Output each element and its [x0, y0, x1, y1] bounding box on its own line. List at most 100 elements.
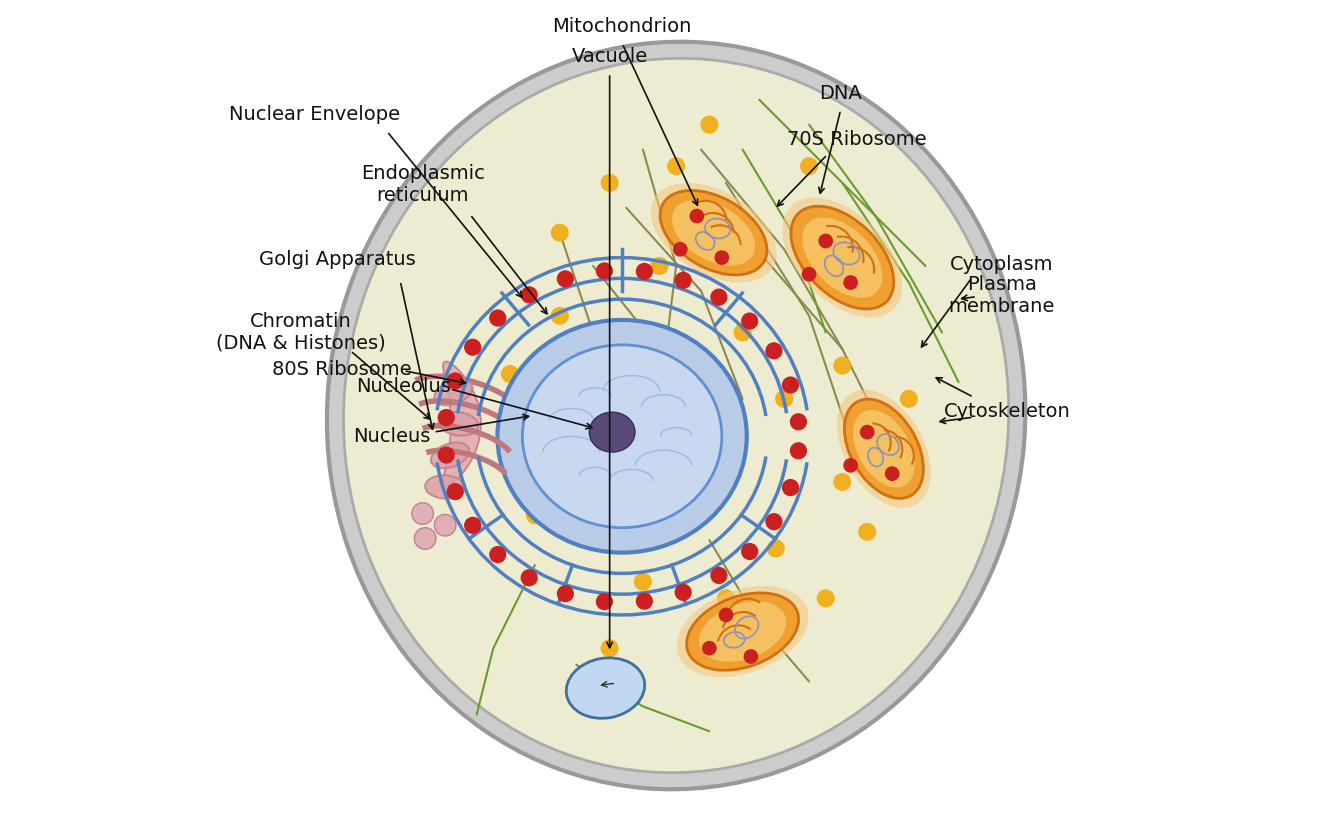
Circle shape — [859, 524, 876, 540]
Circle shape — [711, 568, 727, 583]
Circle shape — [744, 650, 757, 663]
Ellipse shape — [497, 320, 747, 553]
Ellipse shape — [802, 218, 882, 297]
Circle shape — [718, 590, 735, 607]
Ellipse shape — [671, 199, 756, 266]
Circle shape — [782, 377, 798, 393]
Text: Plasma
membrane: Plasma membrane — [948, 274, 1055, 316]
Circle shape — [885, 467, 898, 480]
Ellipse shape — [566, 658, 645, 718]
Circle shape — [790, 414, 806, 430]
Circle shape — [860, 425, 874, 439]
Circle shape — [596, 593, 612, 609]
Ellipse shape — [439, 412, 479, 435]
Circle shape — [447, 484, 463, 499]
Ellipse shape — [434, 379, 472, 406]
Circle shape — [464, 518, 480, 534]
Circle shape — [438, 410, 454, 425]
Text: 70S Ribosome: 70S Ribosome — [787, 130, 927, 149]
Text: Cytoskeleton: Cytoskeleton — [943, 402, 1070, 420]
Circle shape — [526, 507, 543, 524]
Circle shape — [776, 391, 793, 407]
Text: Cytoplasm: Cytoplasm — [950, 255, 1054, 273]
Circle shape — [719, 608, 732, 622]
Circle shape — [844, 276, 857, 289]
Circle shape — [447, 373, 463, 389]
Circle shape — [766, 514, 782, 529]
Circle shape — [718, 407, 735, 424]
Circle shape — [434, 514, 456, 536]
Text: Vacuole: Vacuole — [571, 47, 648, 66]
Circle shape — [675, 584, 691, 600]
Ellipse shape — [782, 198, 902, 317]
Ellipse shape — [327, 42, 1025, 789]
Circle shape — [801, 158, 818, 175]
Text: Endoplasmic
reticulum: Endoplasmic reticulum — [360, 164, 484, 205]
Ellipse shape — [838, 390, 931, 508]
Circle shape — [802, 268, 815, 281]
Circle shape — [558, 271, 574, 287]
Ellipse shape — [844, 399, 923, 499]
Circle shape — [715, 251, 728, 264]
Text: Mitochondrion: Mitochondrion — [553, 17, 691, 36]
Circle shape — [801, 258, 818, 274]
Circle shape — [782, 479, 798, 495]
Circle shape — [464, 339, 480, 355]
Text: 80S Ribosome: 80S Ribosome — [272, 361, 412, 379]
Circle shape — [551, 307, 568, 324]
Ellipse shape — [343, 58, 1009, 773]
Ellipse shape — [677, 586, 809, 677]
Circle shape — [601, 640, 617, 656]
Circle shape — [521, 570, 537, 586]
Polygon shape — [443, 361, 481, 486]
Circle shape — [868, 291, 884, 307]
Circle shape — [412, 503, 434, 524]
Ellipse shape — [699, 602, 786, 661]
Circle shape — [558, 586, 574, 602]
Ellipse shape — [650, 183, 777, 283]
Circle shape — [675, 273, 691, 288]
Circle shape — [501, 366, 518, 382]
Ellipse shape — [425, 475, 466, 499]
Circle shape — [637, 593, 653, 609]
Circle shape — [819, 234, 832, 248]
Text: Nuclear Envelope: Nuclear Envelope — [230, 106, 400, 124]
Ellipse shape — [431, 442, 470, 469]
Circle shape — [844, 459, 857, 472]
Ellipse shape — [590, 412, 634, 452]
Circle shape — [637, 263, 653, 279]
Circle shape — [489, 310, 505, 326]
Circle shape — [703, 642, 716, 655]
Circle shape — [521, 287, 537, 302]
Circle shape — [551, 224, 568, 241]
Circle shape — [690, 209, 703, 223]
Ellipse shape — [660, 190, 766, 275]
Ellipse shape — [522, 345, 721, 528]
Text: Nucleus: Nucleus — [353, 427, 430, 445]
Circle shape — [768, 540, 785, 557]
Circle shape — [652, 258, 667, 274]
Circle shape — [741, 313, 757, 329]
Circle shape — [818, 590, 834, 607]
Circle shape — [711, 289, 727, 305]
Circle shape — [414, 528, 437, 549]
Circle shape — [667, 158, 685, 175]
Circle shape — [489, 547, 505, 563]
Ellipse shape — [853, 410, 914, 488]
Text: Chromatin
(DNA & Histones): Chromatin (DNA & Histones) — [215, 312, 385, 353]
Circle shape — [790, 443, 806, 459]
Ellipse shape — [687, 593, 798, 671]
Circle shape — [834, 357, 851, 374]
Circle shape — [601, 175, 617, 191]
Circle shape — [834, 474, 851, 490]
Circle shape — [735, 324, 751, 341]
Circle shape — [766, 343, 782, 359]
Ellipse shape — [791, 206, 894, 309]
Circle shape — [634, 573, 652, 590]
Circle shape — [596, 263, 612, 279]
Circle shape — [438, 447, 454, 463]
Text: Golgi Apparatus: Golgi Apparatus — [259, 250, 415, 268]
Circle shape — [901, 391, 917, 407]
Circle shape — [674, 243, 687, 256]
Circle shape — [702, 116, 718, 133]
